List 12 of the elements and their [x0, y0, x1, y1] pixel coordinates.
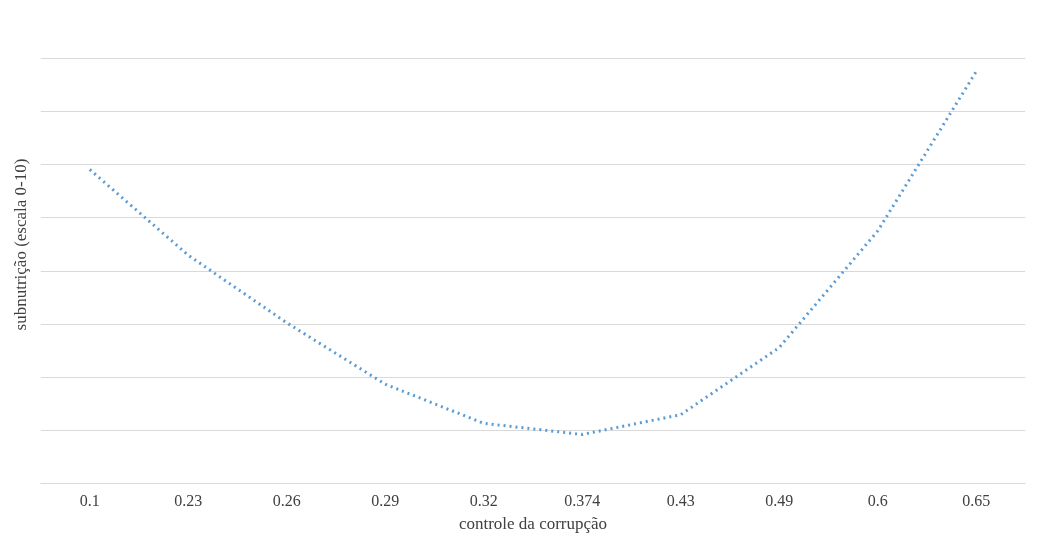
x-tick-label: 0.374	[564, 491, 601, 509]
x-tick-label: 0.43	[666, 491, 695, 509]
x-tick-label: 0.23	[174, 491, 203, 509]
x-tick-label: 0.6	[867, 491, 888, 509]
x-tick-label: 0.1	[79, 491, 100, 509]
x-tick-label: 0.49	[765, 491, 794, 509]
x-tick-label: 0.32	[469, 491, 498, 509]
x-tick-label: 0.65	[962, 491, 991, 509]
x-tick-label: 0.29	[371, 491, 400, 509]
y-axis-title: subnutrição (escala 0-10)	[10, 158, 30, 331]
x-tick-label: 0.26	[272, 491, 301, 509]
x-axis-title: controle da corrupção	[458, 513, 608, 533]
